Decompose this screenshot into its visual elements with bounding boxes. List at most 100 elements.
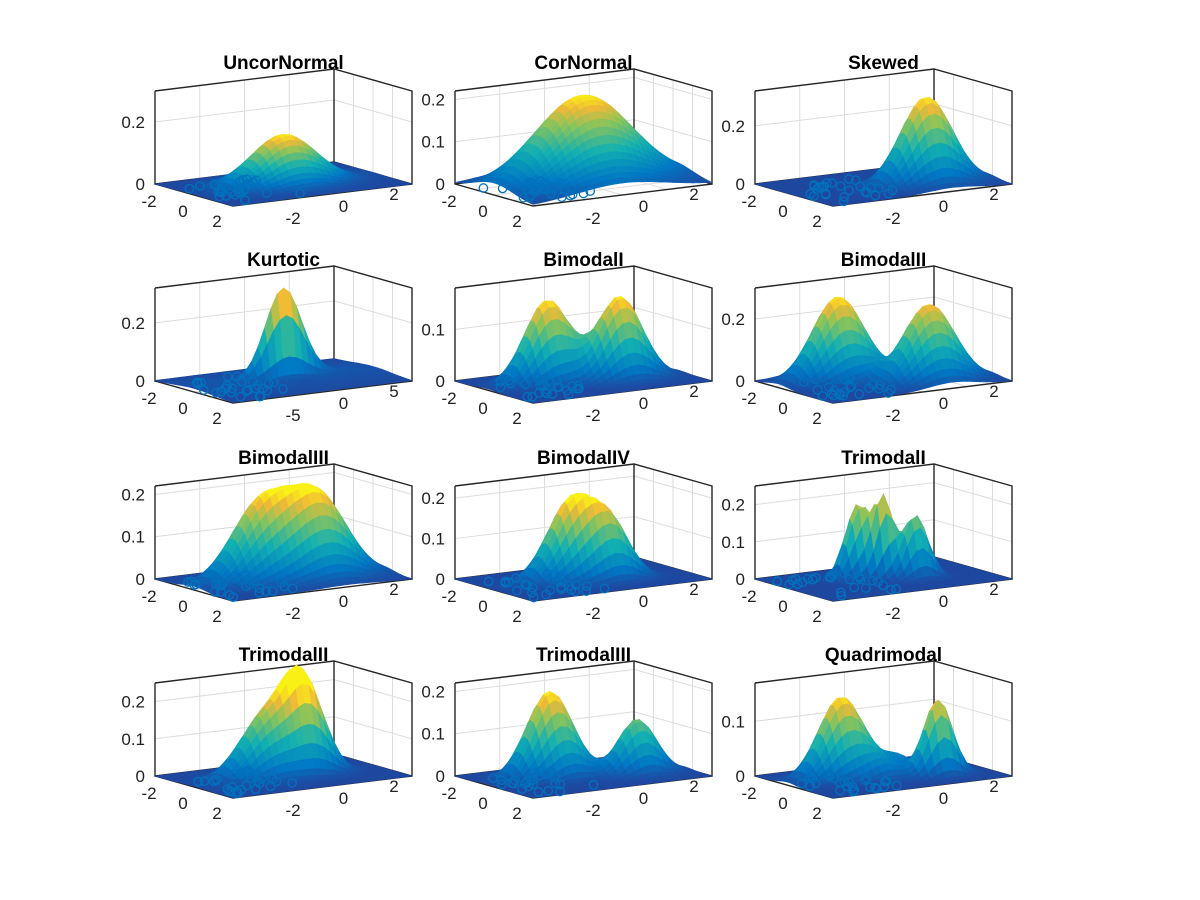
z-tick-label: 0.2 [121, 314, 145, 333]
x-tick-label: 2 [212, 804, 221, 823]
z-tick-label: 0.1 [421, 133, 445, 152]
x-tick-label: 2 [512, 804, 521, 823]
z-tick-label: 0.2 [721, 310, 745, 329]
y-tick-label: 2 [389, 185, 398, 204]
z-tick-label: 0.1 [421, 320, 445, 339]
sample-points [192, 371, 288, 402]
y-tick-label: -2 [585, 604, 600, 623]
y-tick-label: -2 [285, 801, 300, 820]
sample-points [483, 569, 610, 603]
x-tick-label: -2 [141, 389, 156, 408]
z-tick-label: 0.2 [421, 489, 445, 508]
x-tick-label: 2 [212, 409, 221, 428]
sample-points [799, 371, 896, 401]
x-tick-label: 0 [478, 202, 487, 221]
y-tick-label: -2 [885, 801, 900, 820]
x-tick-label: 2 [512, 607, 521, 626]
z-tick-label: 0 [736, 570, 745, 589]
x-tick-label: 0 [178, 794, 187, 813]
y-tick-label: -2 [585, 209, 600, 228]
z-tick-label: 0 [736, 767, 745, 786]
x-tick-label: 2 [812, 607, 821, 626]
z-tick-label: 0.2 [421, 90, 445, 109]
x-tick-label: 2 [212, 607, 221, 626]
sample-points [184, 174, 305, 206]
density-surface [754, 493, 1013, 602]
x-tick-label: -2 [441, 389, 456, 408]
y-tick-label: 0 [639, 592, 648, 611]
x-tick-label: 0 [778, 202, 787, 221]
z-tick-label: 0 [436, 175, 445, 194]
sample-points [193, 765, 298, 799]
subplot-title: UncorNormal [223, 53, 343, 74]
y-tick-label: 0 [339, 197, 348, 216]
subplot-title: TrimodalII [239, 645, 329, 666]
x-tick-label: -2 [141, 192, 156, 211]
x-tick-label: 0 [178, 399, 187, 418]
y-tick-label: 2 [389, 777, 398, 796]
y-tick-label: -2 [585, 801, 600, 820]
sample-points [495, 373, 584, 402]
subplot-title: BimodalII [841, 250, 927, 271]
y-tick-label: 2 [989, 580, 998, 599]
z-tick-label: 0 [436, 372, 445, 391]
y-tick-label: 2 [989, 185, 998, 204]
density-surface [754, 296, 1013, 404]
x-tick-label: -2 [441, 784, 456, 803]
y-tick-label: 2 [989, 777, 998, 796]
x-tick-label: 0 [478, 597, 487, 616]
y-tick-label: 0 [339, 592, 348, 611]
subplot-title: Quadrimodal [825, 645, 942, 666]
y-tick-label: 2 [689, 777, 698, 796]
x-tick-label: 0 [478, 399, 487, 418]
density-surface [154, 483, 413, 602]
y-tick-label: 2 [389, 580, 398, 599]
x-tick-label: -2 [141, 784, 156, 803]
z-tick-label: 0 [436, 570, 445, 589]
x-tick-label: 2 [812, 212, 821, 231]
x-tick-label: 0 [178, 202, 187, 221]
y-tick-label: 0 [339, 394, 348, 413]
sample-points [796, 769, 902, 797]
subplot-title: Kurtotic [247, 250, 320, 271]
y-tick-label: 0 [339, 789, 348, 808]
x-tick-label: -2 [741, 587, 756, 606]
z-tick-label: 0.1 [121, 528, 145, 547]
y-tick-label: 0 [639, 394, 648, 413]
y-tick-label: 0 [939, 592, 948, 611]
y-tick-label: -2 [885, 209, 900, 228]
subplot-title: BimodalIII [238, 448, 329, 469]
axes-box [154, 265, 413, 404]
x-tick-label: -2 [741, 389, 756, 408]
y-tick-label: 0 [639, 197, 648, 216]
z-tick-label: 0.2 [421, 682, 445, 701]
y-tick-label: 0 [939, 394, 948, 413]
y-tick-label: 2 [689, 185, 698, 204]
z-tick-label: 0.2 [121, 693, 145, 712]
density-surface [754, 96, 1013, 207]
x-tick-label: 0 [478, 794, 487, 813]
density-surface [454, 690, 713, 799]
z-tick-label: 0 [136, 175, 145, 194]
z-tick-label: 0.1 [721, 533, 745, 552]
y-tick-label: -2 [585, 406, 600, 425]
x-tick-label: 2 [812, 804, 821, 823]
z-tick-label: 0.1 [421, 725, 445, 744]
sample-points [772, 568, 902, 601]
subplot-title: TrimodalIII [536, 645, 631, 666]
y-tick-label: 0 [639, 789, 648, 808]
z-tick-label: 0 [736, 175, 745, 194]
z-tick-label: 0.2 [721, 496, 745, 515]
x-tick-label: -2 [441, 192, 456, 211]
